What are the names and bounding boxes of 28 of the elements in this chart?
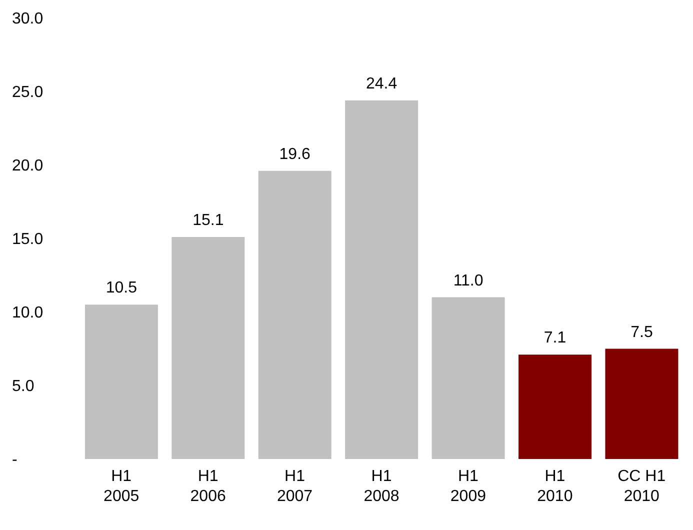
data-label: 7.5 — [630, 324, 653, 341]
x-tick-label: H1 2005 — [104, 468, 140, 505]
x-tick-label: H1 2008 — [364, 468, 400, 505]
x-tick-label: H1 2010 — [537, 468, 573, 505]
y-tick-label: 30.0 — [12, 10, 44, 28]
y-tick-label: 20.0 — [12, 158, 44, 175]
y-tick-label: - — [12, 452, 18, 469]
x-tick-label: CC H1 2010 — [618, 468, 666, 505]
data-label: 7.1 — [544, 330, 566, 347]
bar — [345, 100, 418, 459]
bar — [518, 354, 592, 459]
bar — [432, 297, 505, 459]
data-label: 10.5 — [106, 280, 138, 297]
y-tick-label: 10.0 — [12, 304, 44, 322]
data-label: 15.1 — [192, 212, 224, 230]
x-tick-label: H1 2007 — [276, 468, 313, 505]
bar — [605, 348, 678, 459]
data-label: 11.0 — [453, 272, 484, 290]
y-tick-label: 15.0 — [12, 231, 44, 248]
y-tick-label: 5.0 — [12, 378, 34, 396]
bar — [172, 237, 245, 459]
x-tick-label: H1 2006 — [190, 468, 226, 505]
data-label: 19.6 — [279, 146, 311, 163]
y-tick-label: 25.0 — [12, 84, 44, 102]
x-tick-label: H1 2009 — [450, 468, 486, 505]
bar — [84, 304, 158, 459]
bar — [258, 170, 332, 459]
data-label: 24.4 — [366, 75, 398, 92]
